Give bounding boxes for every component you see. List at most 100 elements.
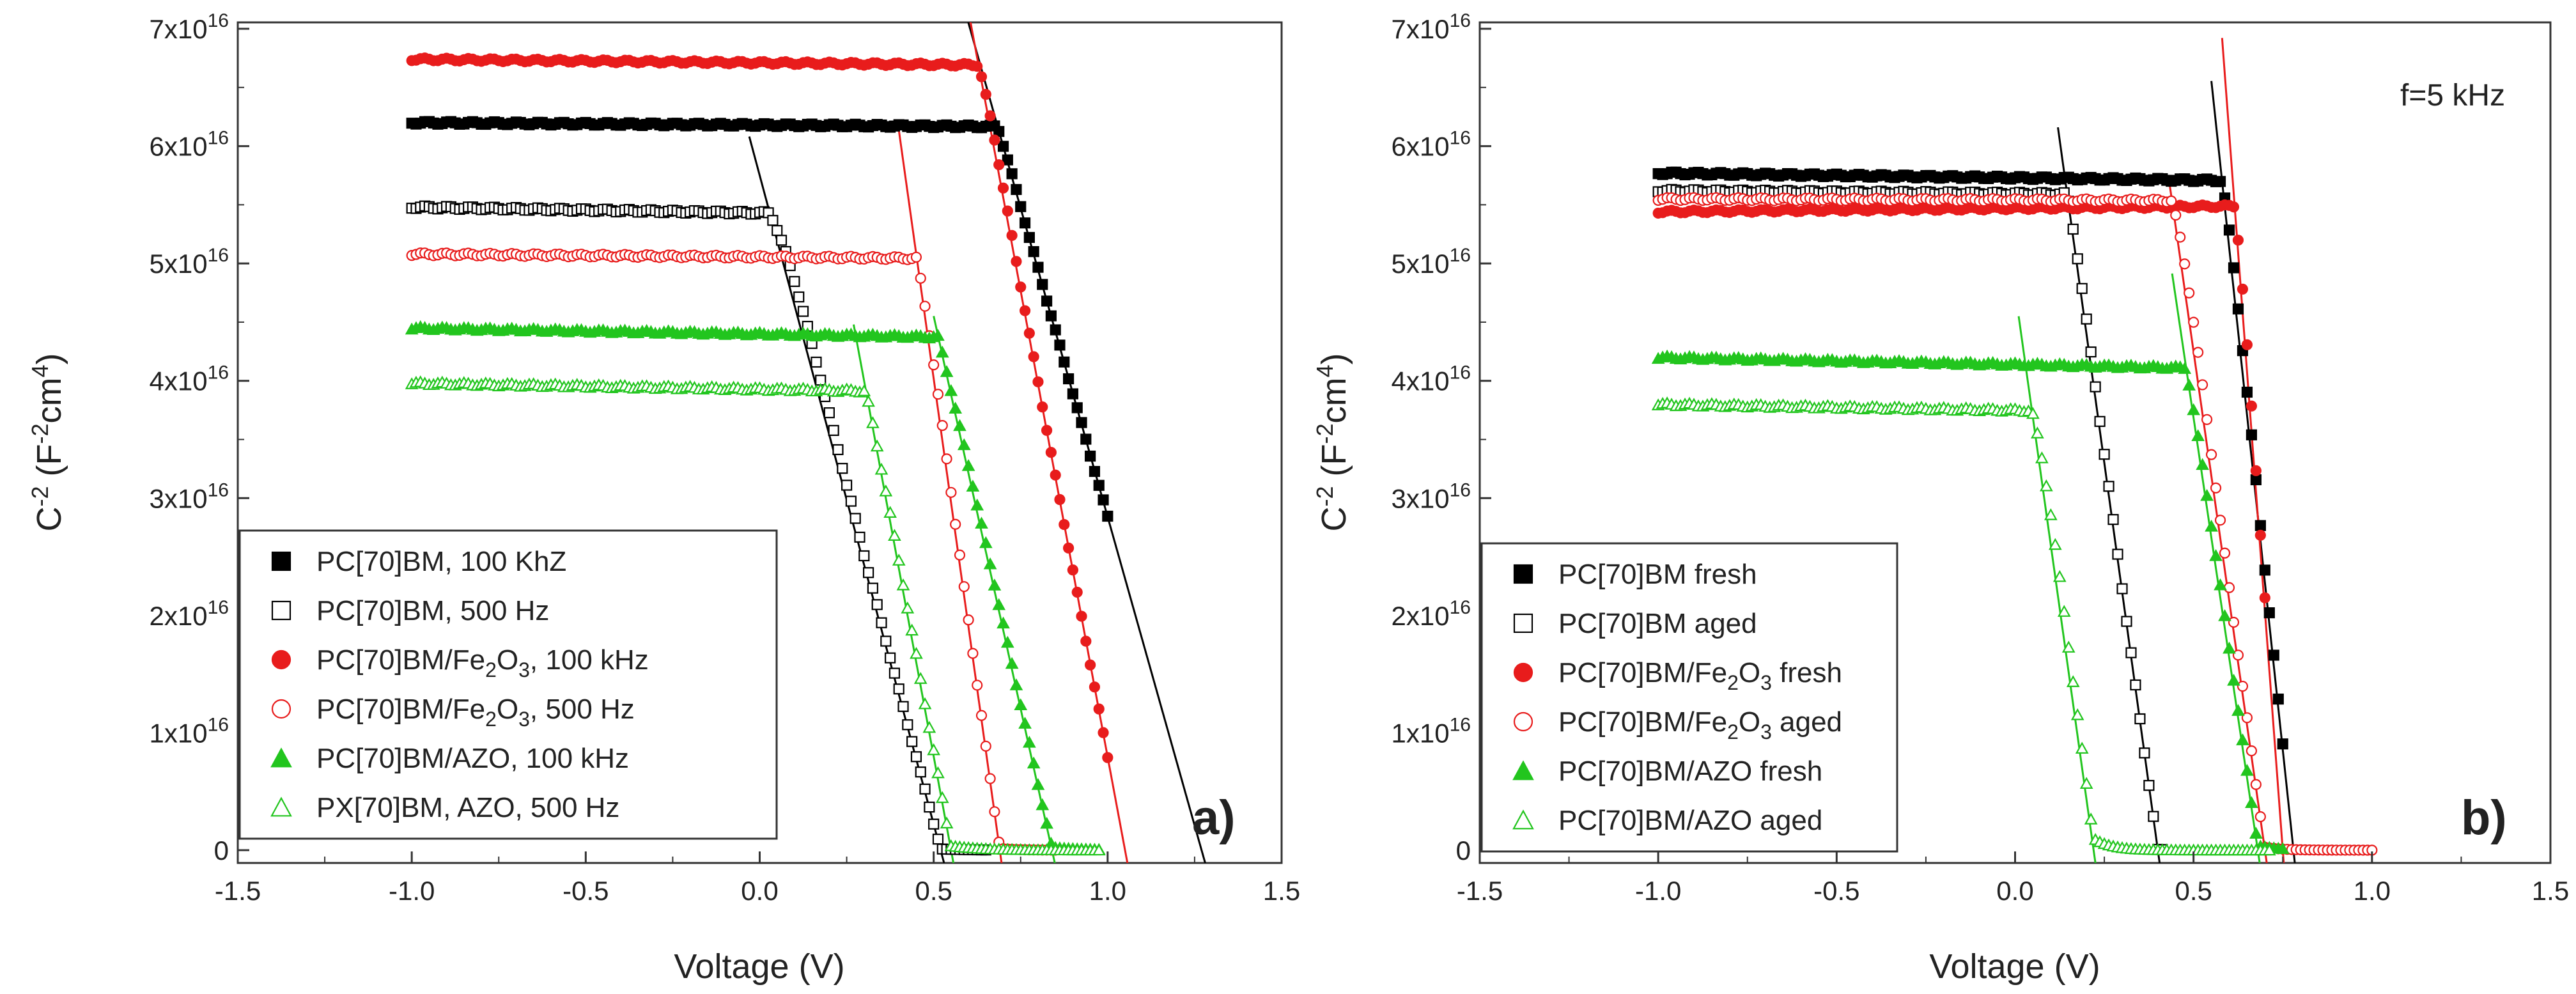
y-tick-label: 7x1016 (150, 10, 229, 44)
data-point (2099, 449, 2110, 460)
data-point (961, 459, 975, 471)
data-point (1062, 542, 1075, 554)
data-point (2112, 548, 2123, 560)
data-point (1092, 843, 1106, 856)
data-point (1022, 735, 1036, 748)
series-5 (1651, 396, 2276, 856)
x-tick-label: 1.0 (2354, 876, 2391, 906)
data-point (2241, 339, 2253, 350)
data-point (932, 834, 944, 845)
legend-label: PC[70]BM, 100 KhZ (316, 546, 566, 577)
data-point (2084, 812, 2098, 825)
data-point (944, 384, 958, 396)
legend-marker (271, 600, 291, 621)
legend-item: PC[70]BM/Fe2O3, 500 Hz (271, 694, 635, 731)
data-point (992, 598, 1006, 610)
data-point (793, 291, 805, 303)
data-point (880, 635, 892, 647)
data-point (883, 506, 897, 518)
data-point (1031, 778, 1045, 790)
frequency-annotation: f=5 kHz (2400, 79, 2505, 113)
series-2 (406, 52, 1113, 763)
y-axis: 0 1x1016 2x1016 3x1016 4x1016 5x1016 6x1016 7x1… (1392, 10, 1491, 866)
data-point (2052, 570, 2067, 582)
data-point (1089, 681, 1101, 693)
data-point (897, 701, 909, 712)
data-point (2228, 616, 2240, 628)
data-point (924, 801, 935, 813)
data-point (876, 617, 887, 628)
data-point (2232, 303, 2244, 315)
data-point (913, 672, 927, 684)
data-point (2223, 224, 2235, 236)
data-point (2072, 253, 2083, 265)
data-point (993, 126, 1005, 137)
data-point (1067, 564, 1079, 576)
chart-panel-a: -1.5 -1.0 -0.5 0.0 0.5 1.0 1.5 0 1x1016 2x1016 3x… (27, 10, 1300, 986)
legend-item: PC[70]BM aged (1513, 608, 1757, 639)
data-point (1037, 279, 1048, 290)
data-markers (405, 52, 1113, 856)
data-point (841, 479, 853, 491)
y-tick-label: 1x1016 (150, 714, 229, 748)
y-axis-label: C-2 (F-2cm4) (1312, 353, 1353, 531)
data-point (1019, 217, 1031, 229)
data-point (1059, 518, 1070, 531)
data-point (1050, 469, 1061, 481)
data-point (983, 557, 997, 570)
y-tick-label: 4x1016 (1392, 362, 1471, 396)
data-point (1011, 256, 1022, 267)
data-markers (1651, 166, 2378, 856)
data-point (863, 567, 874, 579)
x-tick-label: -1.0 (1635, 876, 1681, 906)
data-point (2232, 649, 2244, 661)
data-point (2188, 316, 2200, 328)
data-point (2254, 520, 2266, 531)
data-point (1071, 586, 1083, 598)
data-point (945, 486, 957, 498)
data-point (2057, 605, 2071, 617)
data-point (2192, 346, 2204, 358)
data-point (2250, 465, 2262, 476)
x-axis-label: Voltage (V) (674, 947, 844, 986)
data-point (871, 599, 883, 610)
legend: PC[70]BM fresh PC[70]BM aged PC[70]BM/Fe2O… (1480, 542, 1898, 853)
data-point (858, 550, 870, 562)
data-point (1050, 324, 1061, 336)
legend-item: PX[70]BM, AZO, 500 Hz (270, 792, 619, 823)
data-point (1085, 659, 1096, 671)
data-point (967, 648, 979, 659)
data-point (850, 513, 861, 524)
data-point (2048, 538, 2062, 550)
x-tick-label: 0.5 (2175, 876, 2212, 906)
data-point (2061, 641, 2076, 653)
data-point (2166, 195, 2177, 206)
data-point (2079, 777, 2093, 789)
chart-panel-b: -1.5 -1.0 -0.5 0.0 0.5 1.0 1.5 0 1x1016 2x1016 3x… (1312, 10, 2569, 986)
data-point (2259, 592, 2270, 603)
x-axis: -1.5 -1.0 -0.5 0.0 0.5 1.0 1.5 (215, 851, 1300, 906)
data-point (1054, 493, 1066, 506)
x-axis: -1.5 -1.0 -0.5 0.0 0.5 1.0 1.5 (1457, 851, 2569, 906)
data-point (2205, 449, 2217, 460)
data-point (2175, 231, 2186, 243)
legend-label: PC[70]BM/Fe2O3 fresh (1558, 657, 1842, 694)
data-point (910, 251, 922, 263)
data-point (2241, 386, 2253, 398)
data-point (2103, 481, 2114, 492)
x-tick-label: -0.5 (1813, 876, 1859, 906)
data-point (2197, 379, 2208, 391)
data-point (1071, 402, 1083, 414)
y-axis-label: C-2 (F-2cm4) (27, 353, 68, 531)
data-point (910, 751, 922, 763)
data-point (867, 582, 879, 594)
data-point (888, 529, 901, 541)
data-point (2094, 415, 2106, 427)
data-point (1054, 339, 1066, 351)
legend-label: PX[70]BM, AZO, 500 Hz (316, 792, 619, 823)
data-point (2268, 649, 2279, 661)
data-point (893, 683, 904, 695)
data-point (2228, 201, 2240, 213)
data-point (902, 719, 913, 731)
legend-item: PC[70]BM, 100 KhZ (271, 546, 566, 577)
